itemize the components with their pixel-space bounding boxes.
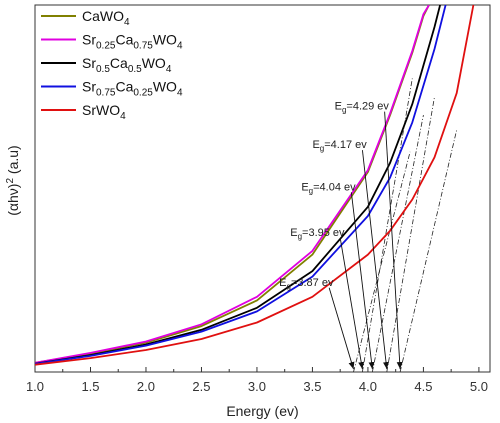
annotation-arrow [350,192,375,370]
x-tick-label: 4.0 [359,379,377,394]
y-axis-title: (αhν)2 (a.u) [5,145,21,215]
annotation-arrow [328,287,355,370]
x-tick-label: 2.5 [192,379,210,394]
tangent-line [386,96,435,373]
tangent-line [399,129,458,373]
x-tick-labels: 1.0 1.5 2.0 2.5 3.0 3.5 4.0 4.5 5.0 [26,379,488,394]
x-tick-label: 1.0 [26,379,44,394]
band-gap-label: Eg=3.95 ev [290,227,345,241]
series-line [35,5,475,366]
x-tick-label: 3.0 [248,379,266,394]
tangent-lines [353,78,458,373]
band-gap-label: Eg=4.17 ev [312,139,367,153]
tangent-line [353,151,411,373]
annotation-arrow [361,150,390,370]
x-tick-label: 2.0 [137,379,155,394]
band-gap-label: Eg=4.04 ev [301,181,356,195]
legend-label: CaWO4 [82,8,130,28]
series-line [35,5,430,364]
tangent-line [371,115,424,373]
x-tick-label: 4.5 [414,379,432,394]
legend-label: Sr0.25Ca0.75WO4 [82,32,183,52]
x-tick-label: 3.5 [303,379,321,394]
series-line [35,5,441,365]
x-tick-label: 5.0 [470,379,488,394]
band-gap-label: Eg=3.87 ev [279,277,334,291]
plot-frame [34,4,491,373]
legend-label: Sr0.75Ca0.25WO4 [82,79,183,99]
series-curves [35,5,475,366]
annotation-arrow [339,238,365,370]
series-line [35,5,447,365]
legend-label: SrWO4 [82,102,126,122]
plot-border [34,4,491,373]
annotation-arrow [384,111,403,370]
x-tick-label: 1.5 [81,379,99,394]
legend: CaWO4 Sr0.25Ca0.75WO4 Sr0.5Ca0.5WO4 Sr0.75C… [41,8,183,122]
band-gap-label: Eg=4.29 ev [335,101,390,115]
legend-label: Sr0.5Ca0.5WO4 [82,55,172,75]
annotation-labels: Eg=3.87 ev Eg=3.95 ev Eg=4.04 ev Eg=4.17 ev… [279,101,389,291]
x-axis-title: Energy (ev) [226,403,298,419]
annotation-arrows [328,111,403,370]
